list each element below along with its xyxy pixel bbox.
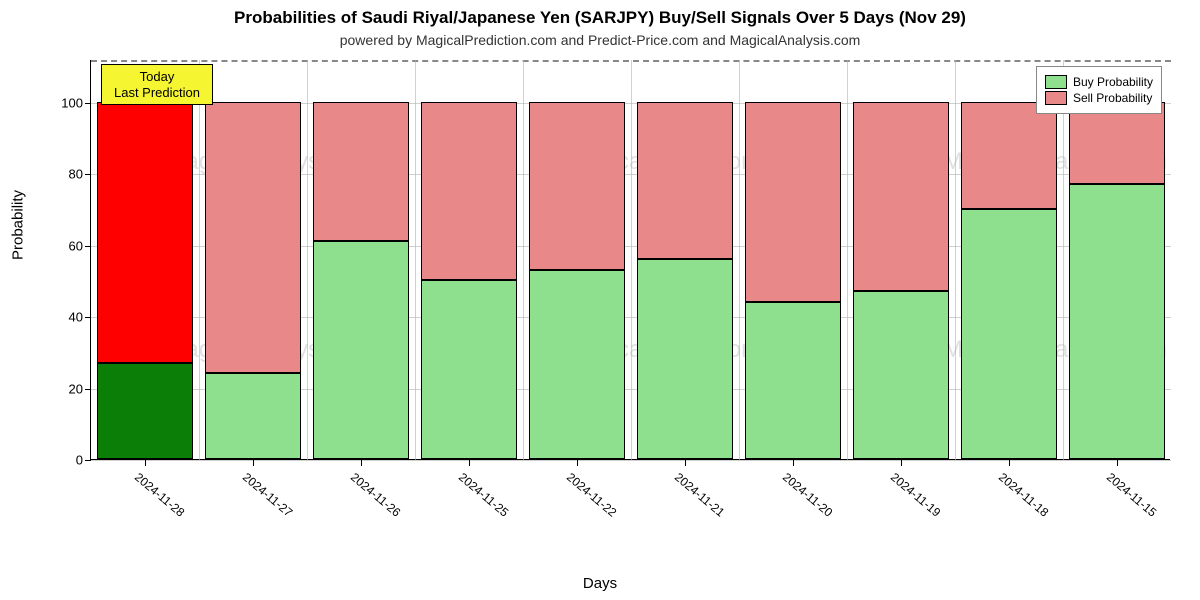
x-tick-label: 2024-11-28 <box>132 470 187 520</box>
grid-line <box>199 60 200 460</box>
buy-bar <box>529 270 624 459</box>
sell-bar <box>529 102 624 270</box>
y-tick-mark <box>85 174 91 175</box>
y-tick-mark <box>85 389 91 390</box>
bar-group <box>313 102 408 459</box>
today-line2: Last Prediction <box>114 85 200 101</box>
x-tick-label: 2024-11-21 <box>672 470 727 520</box>
chart-title: Probabilities of Saudi Riyal/Japanese Ye… <box>0 8 1200 28</box>
buy-bar <box>637 259 732 459</box>
y-tick-mark <box>85 317 91 318</box>
bar-group <box>205 102 300 459</box>
bar-group <box>1069 102 1164 459</box>
x-tick-mark <box>577 460 578 466</box>
grid-line <box>631 60 632 460</box>
x-tick-label: 2024-11-27 <box>240 470 295 520</box>
sell-bar <box>961 102 1056 209</box>
y-tick-label: 80 <box>69 167 83 182</box>
legend-item-sell: Sell Probability <box>1045 91 1153 105</box>
x-tick-mark <box>469 460 470 466</box>
x-tick-mark <box>1009 460 1010 466</box>
buy-bar <box>1069 184 1164 459</box>
buy-bar <box>313 241 408 459</box>
y-tick-mark <box>85 103 91 104</box>
x-tick-mark <box>901 460 902 466</box>
y-tick-label: 100 <box>61 95 83 110</box>
y-axis-label: Probability <box>10 190 27 260</box>
x-tick-label: 2024-11-25 <box>456 470 511 520</box>
y-tick-label: 0 <box>76 453 83 468</box>
grid-line <box>415 60 416 460</box>
buy-bar <box>97 363 192 459</box>
y-tick-label: 20 <box>69 381 83 396</box>
chart-subtitle: powered by MagicalPrediction.com and Pre… <box>0 32 1200 48</box>
sell-bar <box>205 102 300 373</box>
x-tick-label: 2024-11-22 <box>564 470 619 520</box>
grid-line <box>307 60 308 460</box>
x-tick-label: 2024-11-20 <box>780 470 835 520</box>
x-tick-mark <box>253 460 254 466</box>
x-tick-label: 2024-11-26 <box>348 470 403 520</box>
y-tick-label: 60 <box>69 238 83 253</box>
legend-label: Sell Probability <box>1073 91 1152 105</box>
bar-group <box>637 102 732 459</box>
grid-line <box>847 60 848 460</box>
x-tick-mark <box>685 460 686 466</box>
bar-group <box>529 102 624 459</box>
x-tick-mark <box>1117 460 1118 466</box>
y-tick-mark <box>85 460 91 461</box>
y-tick-mark <box>85 246 91 247</box>
x-tick-mark <box>793 460 794 466</box>
sell-bar <box>97 102 192 363</box>
today-line1: Today <box>114 69 200 85</box>
grid-line <box>1063 60 1064 460</box>
legend-swatch-buy <box>1045 75 1067 89</box>
sell-bar <box>1069 102 1164 184</box>
sell-bar <box>637 102 732 259</box>
y-tick-label: 40 <box>69 310 83 325</box>
buy-bar <box>961 209 1056 459</box>
x-axis-label: Days <box>0 575 1200 592</box>
buy-bar <box>421 280 516 459</box>
grid-line <box>739 60 740 460</box>
legend: Buy Probability Sell Probability <box>1036 66 1162 114</box>
buy-bar <box>745 302 840 459</box>
sell-bar <box>745 102 840 302</box>
x-tick-label: 2024-11-18 <box>996 470 1051 520</box>
x-tick-mark <box>145 460 146 466</box>
x-tick-label: 2024-11-15 <box>1104 470 1159 520</box>
sell-bar <box>853 102 948 291</box>
plot-area: 020406080100MagicalAnalysis.comMagicalPr… <box>90 60 1170 460</box>
x-tick-label: 2024-11-19 <box>888 470 943 520</box>
bar-group <box>745 102 840 459</box>
sell-bar <box>313 102 408 241</box>
grid-line <box>523 60 524 460</box>
chart-container: Probabilities of Saudi Riyal/Japanese Ye… <box>0 0 1200 600</box>
bar-group <box>421 102 516 459</box>
buy-bar <box>205 373 300 459</box>
today-annotation: TodayLast Prediction <box>101 64 213 105</box>
legend-item-buy: Buy Probability <box>1045 75 1153 89</box>
grid-line <box>955 60 956 460</box>
legend-swatch-sell <box>1045 91 1067 105</box>
bar-group <box>961 102 1056 459</box>
bar-group <box>97 102 192 459</box>
buy-bar <box>853 291 948 459</box>
x-tick-mark <box>361 460 362 466</box>
sell-bar <box>421 102 516 281</box>
legend-label: Buy Probability <box>1073 75 1153 89</box>
bar-group <box>853 102 948 459</box>
